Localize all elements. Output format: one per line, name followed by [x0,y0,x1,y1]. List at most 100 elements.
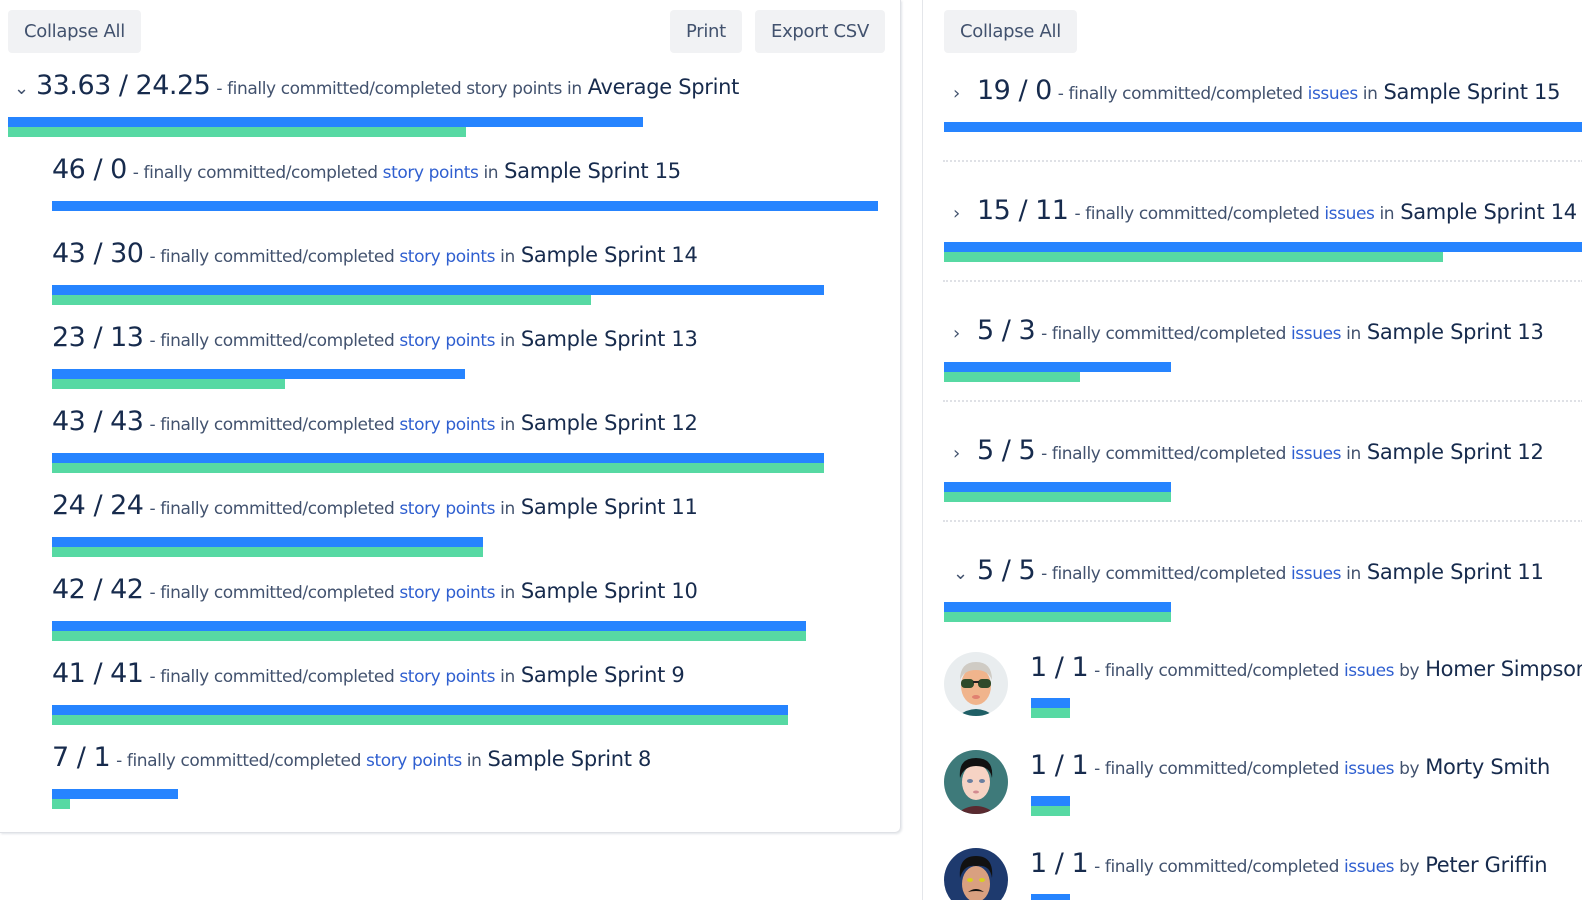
user-row[interactable]: 1 / 1- finally committed/completed issue… [1030,848,1548,879]
avatar [944,652,1008,716]
average-sprint-header[interactable]: ⌄ 33.63 / 24.25 - finally committed/comp… [14,70,739,101]
description-suffix: in [478,163,499,183]
user-description: - finally committed/completed issues by [1094,857,1419,877]
sprint-values: 7 / 1 [52,742,111,773]
sprint-row[interactable]: 43 / 43- finally committed/completed sto… [52,406,698,437]
story-points-report-card: Collapse All Print Export CSV ⌄ 33.63 / … [0,0,901,833]
print-button[interactable]: Print [670,10,742,53]
completed-bar [944,492,1171,502]
sprint-name: Sample Sprint 15 [504,159,681,183]
story-points-link[interactable]: story points [399,583,496,603]
chevron-right-icon[interactable]: › [953,203,961,224]
description-suffix: by [1394,661,1420,681]
issues-link[interactable]: issues [1290,564,1342,584]
sprint-row[interactable]: 24 / 24- finally committed/completed sto… [52,490,698,521]
description-prefix: - finally committed/completed [1041,564,1291,584]
committed-bar [944,482,1171,492]
chevron-right-icon[interactable]: › [953,443,961,464]
sprint-row[interactable]: 7 / 1- finally committed/completed story… [52,742,651,773]
issues-link[interactable]: issues [1343,661,1395,681]
average-sprint-name: Average Sprint [587,75,740,99]
chevron-down-icon[interactable]: ⌄ [953,563,969,584]
story-points-link[interactable]: story points [399,499,496,519]
user-values: 1 / 1 [1030,750,1089,781]
issues-link[interactable]: issues [1307,84,1359,104]
sprint-row[interactable]: ⌄ 5 / 5- finally committed/completed issu… [953,555,1544,586]
sprint-row[interactable]: 41 / 41- finally committed/completed sto… [52,658,685,689]
sprint-description: - finally committed/completed story poin… [149,499,515,519]
description-prefix: - finally committed/completed [1041,444,1291,464]
description-suffix: in [495,331,515,351]
description-prefix: - finally committed/completed [149,667,400,687]
story-points-link[interactable]: story points [382,163,479,183]
story-points-link[interactable]: story points [365,751,462,771]
completed-bar [52,379,285,389]
description-suffix: in [1341,324,1361,344]
committed-bar [52,285,824,295]
story-points-link[interactable]: story points [399,247,496,267]
row-separator [943,280,1582,282]
description-suffix: by [1394,857,1420,877]
completed-bar [52,463,824,473]
sprint-row[interactable]: 43 / 30- finally committed/completed sto… [52,238,698,269]
sprint-values: 43 / 43 [52,406,144,437]
story-points-link[interactable]: story points [399,331,496,351]
committed-bar [52,369,465,379]
sprint-description: - finally committed/completed issues in [1041,444,1361,464]
description-prefix: - finally committed/completed [132,163,383,183]
sprint-description: - finally committed/completed issues in [1058,84,1378,104]
chevron-down-icon[interactable]: ⌄ [14,78,30,99]
sprint-name: Sample Sprint 9 [520,663,685,687]
sprint-row[interactable]: › 5 / 5- finally committed/completed issu… [953,435,1544,466]
completed-bar [52,547,483,557]
collapse-all-button-right[interactable]: Collapse All [944,10,1077,53]
story-points-link[interactable]: story points [399,415,496,435]
row-separator [943,520,1582,522]
sprint-description: - finally committed/completed issues in [1074,204,1394,224]
description-prefix: - finally committed/completed [149,331,400,351]
description-suffix: in [461,751,482,771]
user-description: - finally committed/completed issues by [1094,759,1419,779]
sprint-values: 15 / 11 [977,195,1069,226]
issues-link[interactable]: issues [1290,324,1342,344]
issues-link[interactable]: issues [1343,857,1395,877]
committed-bar [944,122,1582,132]
completed-bar [944,252,1443,262]
sprint-name: Sample Sprint 12 [1366,440,1544,464]
description-suffix: in [1341,564,1361,584]
average-committed-bar [8,117,643,127]
user-row[interactable]: 1 / 1- finally committed/completed issue… [1030,750,1550,781]
sprint-row[interactable]: › 19 / 0- finally committed/completed iss… [953,75,1560,106]
completed-bar [944,612,1171,622]
sprint-name: Sample Sprint 13 [520,327,698,351]
description-prefix: - finally committed/completed [1074,204,1325,224]
sprint-values: 5 / 5 [977,435,1036,466]
issues-link[interactable]: issues [1324,204,1375,224]
sprint-description: - finally committed/completed story poin… [132,163,499,183]
chevron-right-icon[interactable]: › [953,323,961,344]
issues-link[interactable]: issues [1343,759,1395,779]
sprint-row[interactable]: 23 / 13- finally committed/completed sto… [52,322,698,353]
collapse-all-button[interactable]: Collapse All [8,10,141,53]
row-separator [943,400,1582,402]
description-prefix: - finally committed/completed [149,583,400,603]
completed-bar [944,372,1080,382]
sprint-row[interactable]: › 5 / 3- finally committed/completed issu… [953,315,1544,346]
sprint-description: - finally committed/completed issues in [1041,564,1361,584]
story-points-link[interactable]: story points [399,667,496,687]
user-committed-bar [1031,894,1070,900]
sprint-name: Sample Sprint 11 [1366,560,1544,584]
issues-report-panel: Collapse All › 19 / 0- finally committed/… [922,0,1582,900]
user-committed-bar [1031,796,1070,806]
sprint-row[interactable]: 46 / 0- finally committed/completed stor… [52,154,681,185]
export-csv-button[interactable]: Export CSV [755,10,885,53]
user-row[interactable]: 1 / 1- finally committed/completed issue… [1030,652,1582,683]
completed-bar [52,295,591,305]
chevron-right-icon[interactable]: › [953,83,961,104]
description-prefix: - finally committed/completed [1094,661,1344,681]
description-prefix: - finally committed/completed [149,247,400,267]
avatar [944,848,1008,900]
sprint-row[interactable]: › 15 / 11- finally committed/completed is… [953,195,1577,226]
sprint-row[interactable]: 42 / 42- finally committed/completed sto… [52,574,698,605]
issues-link[interactable]: issues [1290,444,1342,464]
